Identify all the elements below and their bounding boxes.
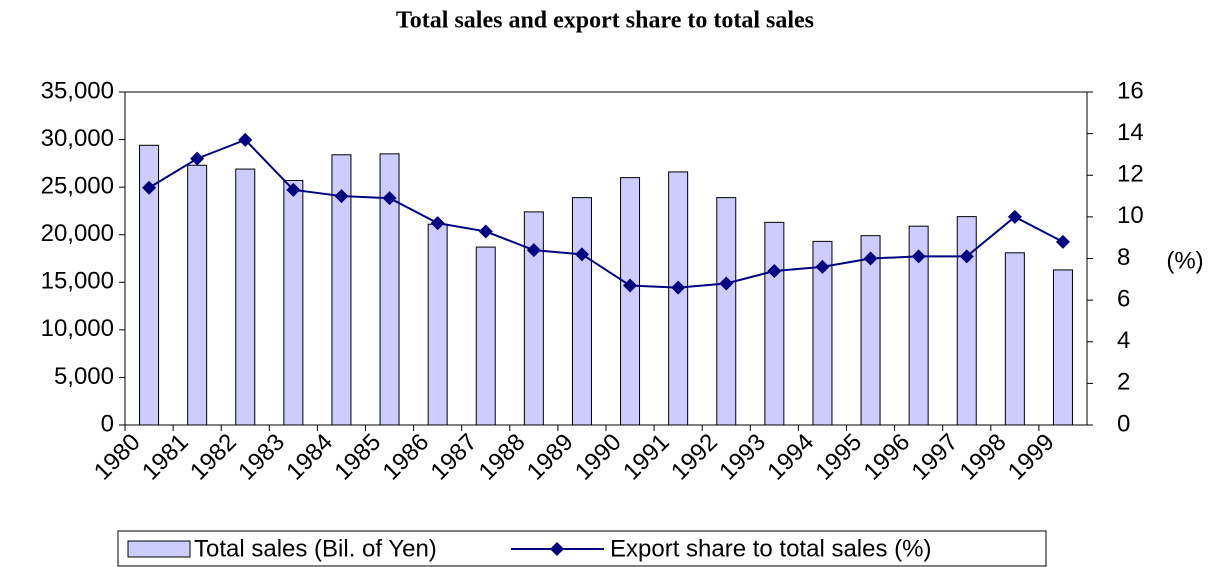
y2-tick-label: 14 bbox=[1117, 119, 1144, 146]
marker bbox=[334, 189, 349, 204]
marker bbox=[719, 276, 734, 291]
x-tick-label: 1983 bbox=[233, 429, 290, 486]
marker bbox=[286, 182, 301, 197]
marker bbox=[863, 251, 878, 266]
y-tick-label: 20,000 bbox=[41, 220, 114, 247]
marker bbox=[142, 180, 157, 195]
x-tick-label: 1986 bbox=[377, 429, 434, 486]
plot-area bbox=[124, 91, 1088, 426]
bar bbox=[571, 197, 592, 426]
bar bbox=[812, 240, 833, 426]
line bbox=[148, 138, 1064, 289]
marker bbox=[815, 259, 830, 274]
bar bbox=[235, 168, 256, 426]
marker bbox=[382, 191, 397, 206]
marker bbox=[430, 216, 445, 231]
x-tick-label: 1997 bbox=[907, 429, 964, 486]
chart-title: Total sales and export share to total sa… bbox=[396, 8, 814, 34]
bar bbox=[956, 216, 977, 426]
bar bbox=[475, 246, 496, 426]
x-tick-label: 1994 bbox=[762, 429, 819, 486]
bar bbox=[187, 164, 208, 426]
y-tick-label: 5,000 bbox=[54, 363, 114, 390]
bar bbox=[716, 197, 737, 426]
bar bbox=[139, 144, 160, 426]
x-tick-label: 1982 bbox=[185, 429, 242, 486]
bar bbox=[379, 153, 400, 426]
legend-swatch bbox=[127, 540, 191, 558]
legend-marker bbox=[550, 542, 564, 556]
x-tick-label: 1987 bbox=[426, 429, 483, 486]
y2-tick-label: 2 bbox=[1117, 369, 1130, 396]
bar bbox=[523, 211, 544, 426]
y2-tick-label: 8 bbox=[1117, 244, 1130, 271]
x-tick-label: 1991 bbox=[618, 429, 675, 486]
marker bbox=[238, 132, 253, 147]
marker bbox=[1007, 209, 1022, 224]
bar bbox=[860, 235, 881, 426]
y2-tick-label: 10 bbox=[1117, 202, 1144, 229]
marker bbox=[574, 247, 589, 262]
marker bbox=[671, 280, 686, 295]
marker bbox=[623, 278, 638, 293]
bar bbox=[620, 177, 641, 426]
y2-tick-label: 12 bbox=[1117, 161, 1144, 188]
x-tick-label: 1993 bbox=[714, 429, 771, 486]
bar bbox=[908, 225, 929, 426]
y-tick-label: 35,000 bbox=[41, 77, 114, 104]
x-tick-label: 1995 bbox=[810, 429, 867, 486]
x-tick-label: 1980 bbox=[89, 429, 146, 486]
y2-tick-label: 16 bbox=[1117, 77, 1144, 104]
legend-label: Export share to total sales (%) bbox=[610, 535, 931, 562]
x-tick-label: 1988 bbox=[474, 429, 531, 486]
legend-label: Total sales (Bil. of Yen) bbox=[194, 535, 437, 562]
y2-tick-label: 0 bbox=[1117, 410, 1130, 437]
x-tick-label: 1998 bbox=[955, 429, 1012, 486]
y2-tick-label: 4 bbox=[1117, 327, 1130, 354]
bar bbox=[1004, 252, 1025, 426]
bar bbox=[427, 223, 448, 426]
bar bbox=[1052, 269, 1073, 426]
marker bbox=[911, 249, 926, 264]
y2-axis-label: (%) bbox=[1166, 247, 1203, 274]
marker bbox=[478, 224, 493, 239]
marker bbox=[959, 249, 974, 264]
y2-tick-label: 6 bbox=[1117, 285, 1130, 312]
y-tick-label: 30,000 bbox=[41, 125, 114, 152]
x-tick-label: 1981 bbox=[137, 429, 194, 486]
bar bbox=[283, 179, 304, 426]
bar bbox=[764, 221, 785, 426]
x-tick-label: 1992 bbox=[666, 429, 723, 486]
x-tick-label: 1990 bbox=[570, 429, 627, 486]
y-tick-label: 10,000 bbox=[41, 315, 114, 342]
y-tick-label: 25,000 bbox=[41, 172, 114, 199]
x-tick-label: 1999 bbox=[1003, 429, 1060, 486]
x-tick-label: 1996 bbox=[858, 429, 915, 486]
marker bbox=[190, 151, 205, 166]
y-tick-label: 0 bbox=[101, 410, 114, 437]
x-tick-label: 1984 bbox=[281, 429, 338, 486]
x-tick-label: 1989 bbox=[522, 429, 579, 486]
y-tick-label: 15,000 bbox=[41, 268, 114, 295]
bar bbox=[331, 154, 352, 426]
marker bbox=[1055, 234, 1070, 249]
x-tick-label: 1985 bbox=[329, 429, 386, 486]
marker bbox=[526, 243, 541, 258]
bar bbox=[668, 171, 689, 426]
marker bbox=[767, 263, 782, 278]
